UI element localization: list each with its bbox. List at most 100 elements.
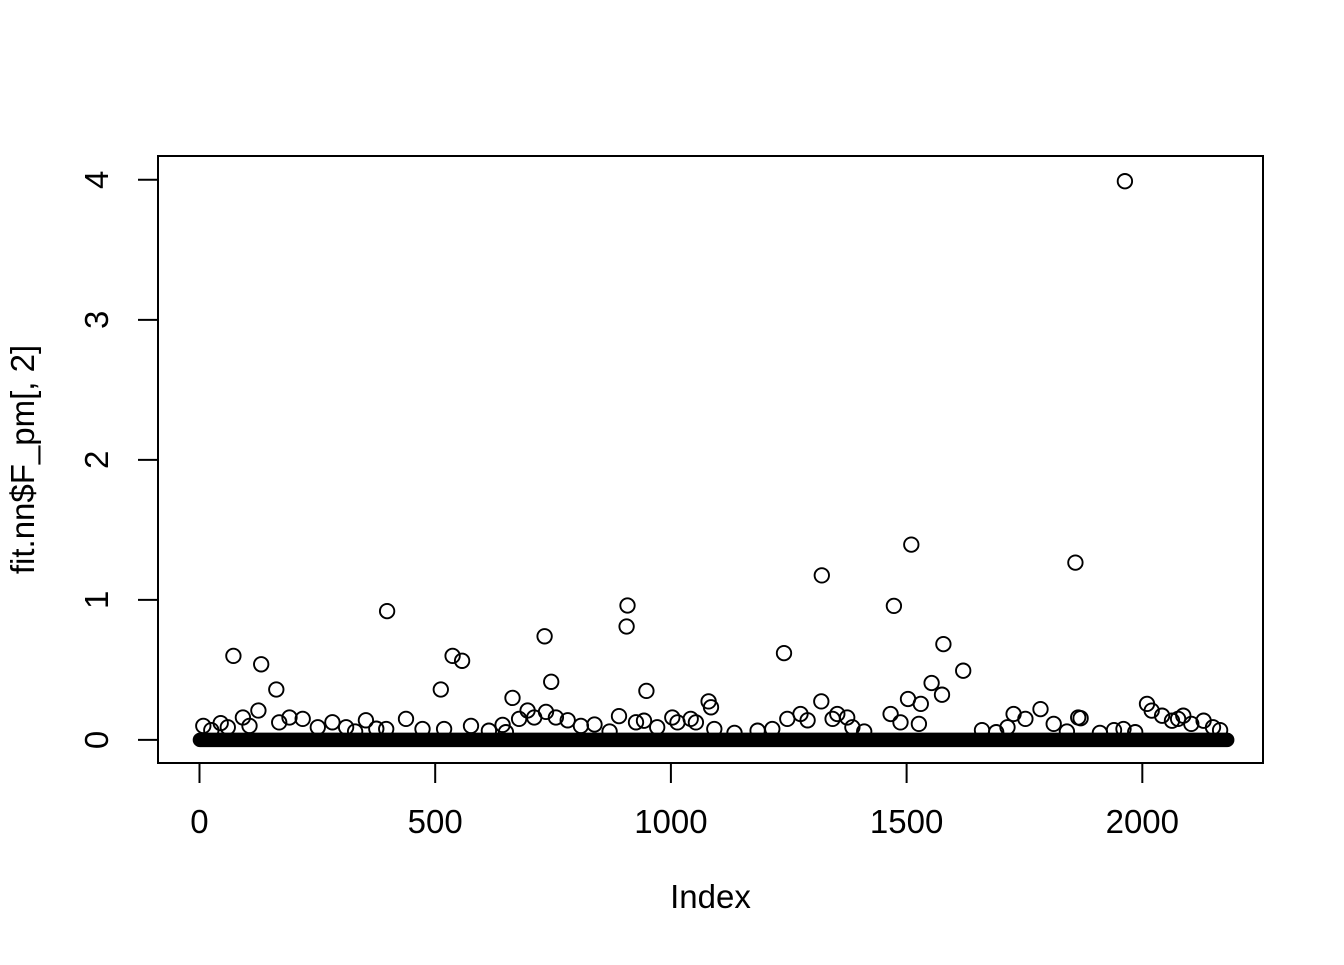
data-point xyxy=(923,674,940,692)
data-point xyxy=(480,722,498,739)
data-point xyxy=(856,723,873,740)
x-tick-label: 2000 xyxy=(1106,803,1179,840)
data-point xyxy=(601,723,618,740)
y-tick-label: 1 xyxy=(78,591,115,609)
x-tick-label: 1000 xyxy=(634,803,707,840)
data-point xyxy=(559,712,576,729)
data-point xyxy=(649,719,666,736)
data-point xyxy=(444,647,461,665)
data-point xyxy=(764,720,781,738)
data-point xyxy=(638,682,655,700)
data-point xyxy=(1115,720,1132,738)
data-point xyxy=(1153,707,1171,724)
data-point xyxy=(547,709,565,726)
data-point xyxy=(1058,723,1076,740)
data-point xyxy=(903,536,920,553)
data-point xyxy=(702,699,720,716)
y-tick-label: 2 xyxy=(78,451,115,469)
data-point xyxy=(839,709,856,726)
data-point xyxy=(241,717,258,735)
data-point xyxy=(462,717,480,735)
data-point xyxy=(664,709,681,726)
data-point xyxy=(935,635,952,653)
y-axis-title: fit.nn$F_pm[, 2] xyxy=(4,345,41,574)
data-point xyxy=(726,724,743,742)
data-point xyxy=(435,720,453,738)
x-tick-label: 0 xyxy=(190,803,208,840)
data-point xyxy=(1067,554,1084,571)
y-tick-label: 4 xyxy=(78,171,115,189)
x-tick-label: 1500 xyxy=(870,803,943,840)
y-axis-ticks: 0 1 2 3 4 xyxy=(78,171,158,749)
data-point xyxy=(378,602,396,620)
data-point xyxy=(504,689,521,707)
data-point xyxy=(687,714,705,731)
data-point xyxy=(253,656,270,673)
data-point xyxy=(357,712,375,729)
data-point xyxy=(882,705,899,723)
data-point xyxy=(813,693,830,710)
plot-border xyxy=(157,155,1264,764)
y-tick-label: 3 xyxy=(78,311,115,329)
data-point xyxy=(294,710,311,728)
data-point xyxy=(537,703,555,721)
data-point xyxy=(497,724,515,741)
x-axis-ticks: 0 500 1000 1500 2000 xyxy=(190,763,1179,840)
data-point xyxy=(268,681,285,698)
data-point xyxy=(813,567,830,584)
data-point xyxy=(271,714,288,731)
y-tick-label: 0 xyxy=(78,731,115,749)
data-point xyxy=(779,710,796,728)
data-point xyxy=(368,720,385,737)
data-points xyxy=(195,173,1229,742)
data-point xyxy=(933,686,951,703)
data-point xyxy=(618,618,635,635)
data-point xyxy=(543,673,560,690)
data-point xyxy=(1204,719,1222,736)
data-point xyxy=(225,647,242,665)
data-point xyxy=(844,719,861,736)
data-point xyxy=(912,695,929,713)
data-point xyxy=(1183,715,1200,733)
data-point xyxy=(378,720,395,738)
data-point xyxy=(281,709,298,726)
data-point xyxy=(1211,721,1229,739)
data-point xyxy=(453,652,471,669)
data-point xyxy=(432,681,449,698)
data-point xyxy=(892,714,909,731)
data-point xyxy=(586,716,603,733)
data-point xyxy=(1143,702,1160,719)
data-point xyxy=(1032,700,1049,718)
x-tick-label: 500 xyxy=(408,803,463,840)
data-point xyxy=(706,720,723,738)
data-point xyxy=(324,714,341,731)
data-point xyxy=(955,662,972,679)
data-point xyxy=(195,717,212,735)
data-point xyxy=(572,717,590,735)
data-point xyxy=(536,628,553,645)
data-point xyxy=(309,719,326,736)
data-point xyxy=(775,644,793,662)
data-point xyxy=(627,714,645,731)
data-point xyxy=(610,707,628,725)
data-point xyxy=(346,723,364,740)
data-point xyxy=(1127,724,1144,741)
x-axis-title: Index xyxy=(670,878,751,915)
data-point xyxy=(1116,173,1134,190)
data-point xyxy=(885,597,903,615)
data-point xyxy=(619,597,636,614)
data-point xyxy=(494,716,511,734)
data-point xyxy=(510,710,528,728)
data-point xyxy=(219,719,236,736)
data-point xyxy=(635,712,653,729)
data-point xyxy=(910,715,928,733)
data-point xyxy=(337,719,355,736)
data-point xyxy=(1105,721,1123,739)
data-point xyxy=(250,702,267,719)
data-point xyxy=(829,705,846,723)
data-point xyxy=(1017,710,1034,728)
data-point xyxy=(1072,710,1089,727)
data-point xyxy=(999,719,1016,736)
